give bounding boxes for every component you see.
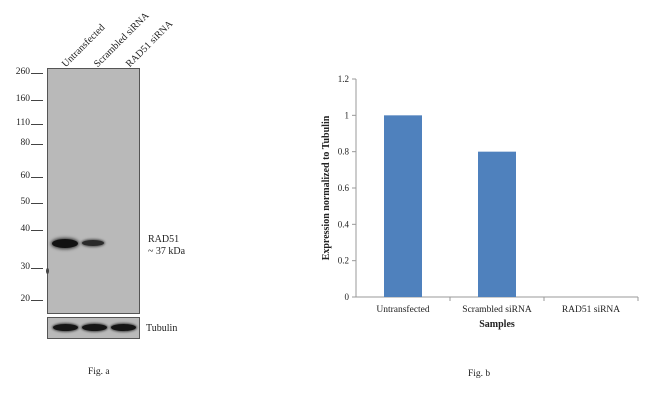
mw-tick-40 — [31, 230, 43, 231]
y-tick-label: 0 — [345, 292, 350, 302]
bars — [384, 115, 516, 297]
y-tick-label: 0.2 — [338, 256, 349, 266]
y-tick-label: 1 — [345, 110, 350, 120]
tubulin-blot-strip — [47, 317, 140, 339]
x-tick-label: RAD51 siRNA — [562, 305, 620, 315]
y-tick-label: 1.2 — [338, 74, 349, 84]
fig-b-caption: Fig. b — [468, 369, 491, 379]
tubulin-band-lane-2 — [82, 324, 107, 331]
mw-tick-160 — [31, 100, 43, 101]
y-tick-label: 0.8 — [338, 147, 350, 157]
x-tick-labels: Untransfected Scrambled siRNA RAD51 siRNA — [376, 297, 639, 315]
tubulin-band-lane-1 — [53, 324, 78, 331]
rad51-band-lane-2 — [82, 240, 104, 246]
x-tick-label: Scrambled siRNA — [462, 305, 532, 315]
rad51-band-lane-1 — [52, 239, 78, 248]
tubulin-band-lane-3 — [111, 324, 136, 331]
mw-label-20: 20 — [20, 294, 31, 304]
x-axis-title: Samples — [479, 319, 515, 330]
mw-label-60: 60 — [20, 171, 31, 181]
mw-label-40: 40 — [20, 224, 31, 234]
mw-label-260: 260 — [15, 67, 30, 77]
main-blot-image — [46, 68, 140, 314]
mw-label-80: 80 — [20, 138, 31, 148]
mw-label-110: 110 — [16, 118, 30, 128]
mw-tick-20 — [31, 300, 43, 301]
fig-a-caption: Fig. a — [88, 367, 110, 377]
mw-tick-30 — [31, 268, 43, 269]
mw-tick-50 — [31, 203, 43, 204]
mw-label-50: 50 — [20, 197, 31, 207]
rad51-target-label: RAD51 — [148, 234, 180, 245]
bar-1 — [478, 151, 516, 297]
y-axis-title: Expression normalized to Tubulin — [321, 115, 332, 260]
rad51-size-label: ~ 37 kDa — [148, 246, 186, 257]
faint-edge-mark — [46, 268, 49, 274]
mw-label-30: 30 — [20, 262, 31, 272]
mw-tick-80 — [31, 144, 43, 145]
mw-tick-260 — [31, 73, 43, 74]
tubulin-label: Tubulin — [146, 323, 178, 334]
y-ticks: 0 0.2 0.4 0.6 0.8 1 1.2 — [338, 74, 356, 302]
y-tick-label: 0.6 — [338, 183, 350, 193]
x-tick-label: Untransfected — [376, 304, 430, 315]
mw-tick-110 — [31, 124, 43, 125]
mw-tick-60 — [31, 177, 43, 178]
y-tick-label: 0.4 — [338, 219, 350, 229]
mw-label-160: 160 — [15, 94, 30, 104]
bar-0 — [384, 115, 422, 297]
